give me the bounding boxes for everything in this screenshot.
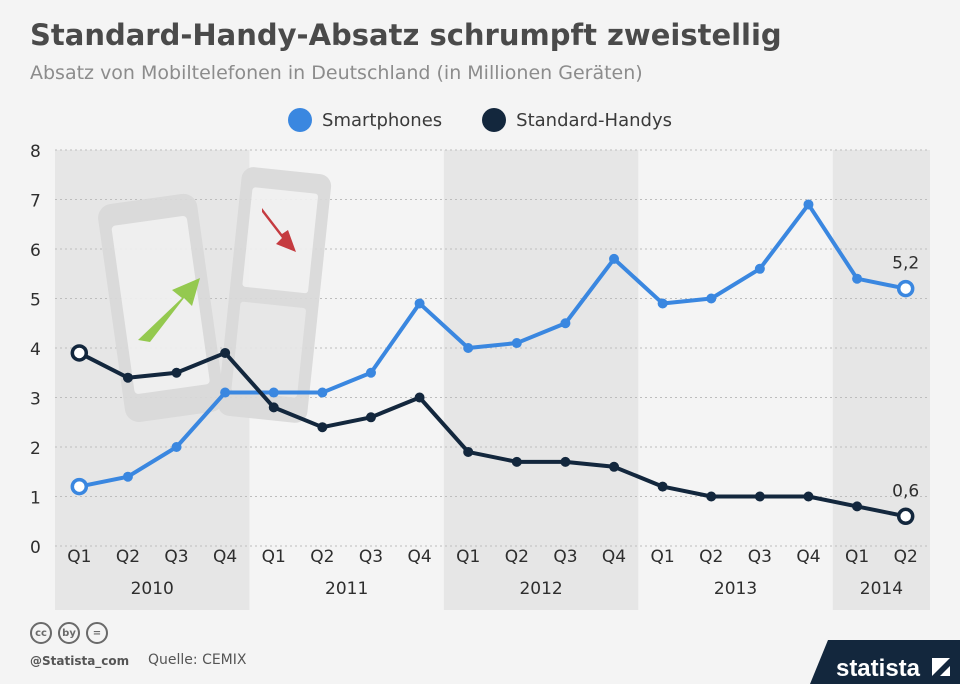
year-label: 2011 (325, 579, 368, 599)
data-point (365, 367, 376, 378)
year-band (443, 150, 639, 610)
x-tick-label: Q4 (407, 547, 431, 567)
x-tick-label: Q2 (505, 547, 529, 567)
data-point (268, 402, 279, 413)
data-point (414, 298, 425, 309)
license-icons: cc by = (30, 622, 108, 644)
chart-title: Standard-Handy-Absatz schrumpft zweistel… (30, 18, 782, 52)
year-label: 2013 (714, 579, 757, 599)
phones-illustration (98, 167, 332, 423)
y-tick-label: 6 (30, 241, 41, 261)
x-tick-label: Q1 (67, 547, 91, 567)
data-point (754, 491, 765, 502)
legend-dot-standard-handys (482, 108, 507, 132)
statista-logo[interactable]: statista (780, 620, 960, 684)
x-tick-label: Q2 (310, 547, 334, 567)
x-tick-label: Q3 (553, 547, 577, 567)
y-tick-label: 1 (30, 489, 41, 509)
x-tick-label: Q1 (262, 547, 286, 567)
x-tick-label: Q1 (651, 547, 675, 567)
x-tick-label: Q4 (796, 547, 820, 567)
legend: Smartphones Standard-Handys (0, 108, 960, 132)
data-point (560, 318, 571, 329)
x-tick-label: Q1 (456, 547, 480, 567)
data-point (414, 392, 425, 403)
line-chart: 0 1 2 3 4 5 6 7 8 Q1 Q2 Q3 Q4 Q1 Q2 Q3 Q4 Q1 Q2 Q3 Q4 Q1 Q2 Q3 Q… (30, 142, 930, 610)
data-point (706, 491, 717, 502)
data-point (317, 422, 328, 433)
data-point (754, 263, 765, 274)
data-point (220, 347, 231, 358)
data-point (268, 387, 279, 398)
data-point (803, 199, 814, 210)
data-point (511, 456, 522, 467)
data-point (896, 507, 915, 526)
y-tick-label: 5 (30, 291, 41, 311)
data-point (365, 412, 376, 423)
data-point (511, 338, 522, 349)
brand-wordmark: statista (836, 655, 921, 682)
data-point (803, 491, 814, 502)
x-tick-label: Q4 (213, 547, 237, 567)
x-tick-label: Q2 (116, 547, 140, 567)
x-tick-label: Q2 (699, 547, 723, 567)
data-point (220, 387, 231, 398)
x-tick-label: Q3 (359, 547, 383, 567)
data-point (70, 477, 89, 496)
data-point (122, 471, 133, 482)
data-point (171, 367, 182, 378)
footer-source: Quelle: CEMIX (148, 652, 247, 668)
x-tick-label: Q1 (845, 547, 869, 567)
data-point (896, 279, 915, 298)
data-point (463, 343, 474, 353)
data-label: 5,2 (892, 254, 919, 274)
legend-label-standard-handys: Standard-Handys (516, 109, 672, 131)
legend-item-smartphones: Smartphones (288, 108, 442, 132)
legend-dot-smartphones (288, 108, 313, 132)
data-point (657, 298, 668, 309)
x-tick-label: Q4 (602, 547, 626, 567)
series-line-standard-handys (78, 350, 907, 519)
data-point (852, 501, 863, 512)
y-tick-label: 4 (30, 340, 41, 360)
year-band (832, 150, 930, 610)
footer-credit: @Statista_com (30, 654, 130, 668)
data-point (852, 273, 863, 284)
data-point (171, 442, 182, 452)
data-point (609, 253, 620, 264)
chart-subtitle: Absatz von Mobiltelefonen in Deutschland… (30, 62, 643, 84)
y-tick-label: 8 (30, 142, 41, 162)
year-label: 2010 (131, 579, 174, 599)
year-label: 2012 (519, 579, 562, 599)
data-point (706, 293, 717, 304)
y-tick-label: 0 (30, 538, 41, 558)
data-point (657, 481, 668, 492)
x-tick-label: Q3 (164, 547, 188, 567)
year-band (638, 150, 833, 610)
legend-label-smartphones: Smartphones (322, 109, 443, 131)
data-point (317, 387, 328, 398)
y-tick-label: 2 (30, 439, 41, 459)
attribution-icon: by (58, 622, 80, 644)
y-tick-label: 3 (30, 390, 41, 410)
x-tick-label: Q3 (748, 547, 772, 567)
year-label: 2014 (860, 579, 903, 599)
data-point (70, 344, 89, 362)
data-label: 0,6 (892, 481, 919, 501)
data-point (609, 461, 620, 472)
y-tick-label: 7 (30, 192, 41, 212)
series-line-smartphones (78, 202, 907, 489)
data-point (122, 372, 133, 383)
creative-commons-icon: cc (30, 622, 52, 644)
data-point (560, 456, 571, 467)
data-point (463, 446, 474, 457)
legend-item-standard-handys: Standard-Handys (482, 108, 672, 132)
no-derivatives-icon: = (86, 622, 108, 644)
x-tick-label: Q2 (894, 547, 918, 567)
